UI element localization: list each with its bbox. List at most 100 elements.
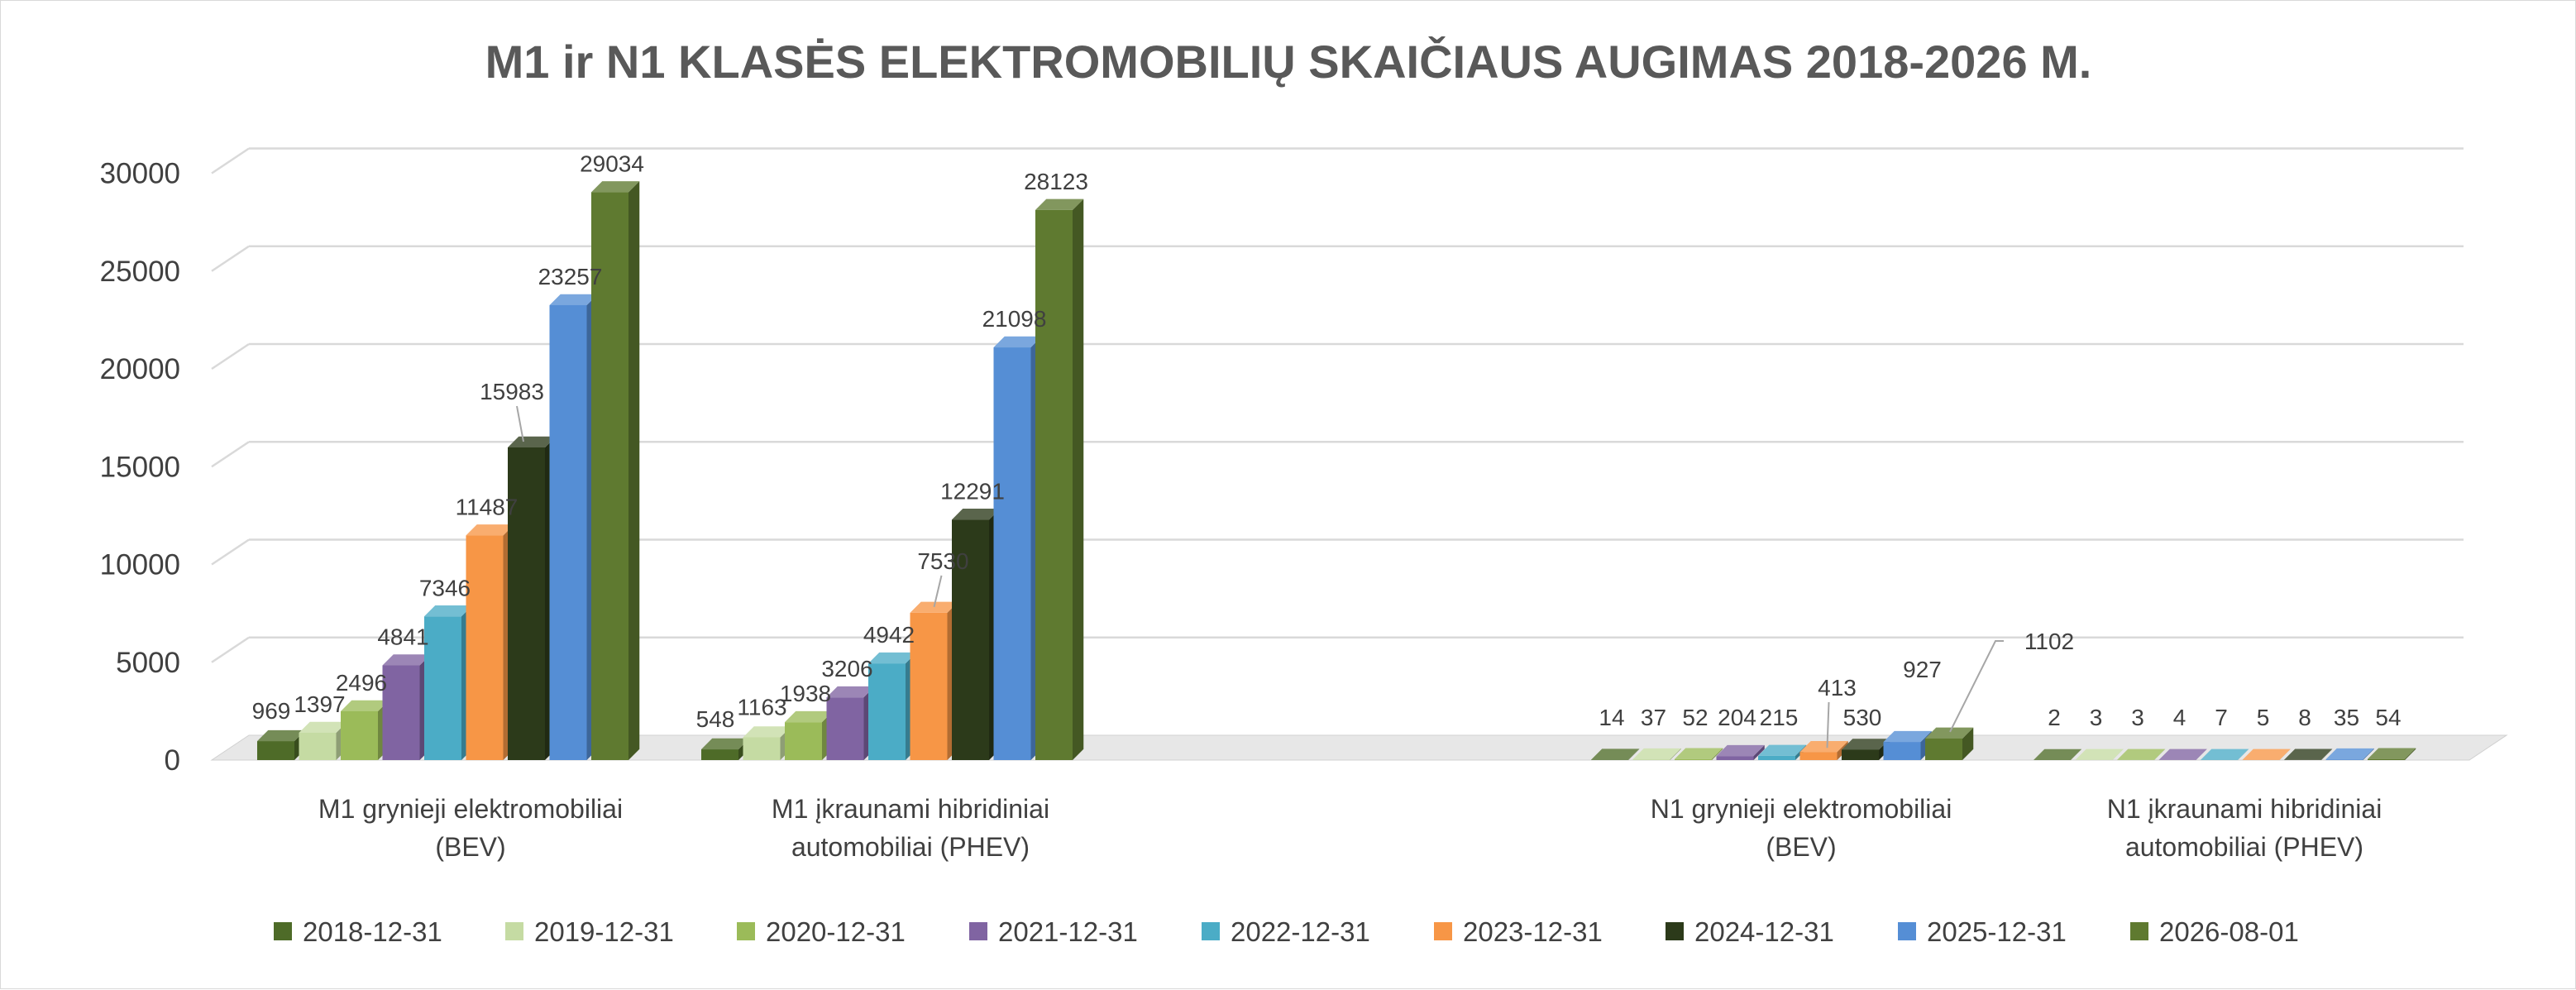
data-label: 8 [2298, 705, 2311, 730]
legend-item: 2021-12-31 [969, 916, 1138, 947]
data-label: 7 [2215, 705, 2228, 730]
chart-title: M1 ir N1 KLASĖS ELEKTROMOBILIŲ SKAIČIAUS… [485, 36, 2092, 88]
data-label: 35 [2334, 705, 2359, 730]
bar [550, 305, 587, 760]
data-label: 4942 [863, 622, 915, 648]
bar [1800, 752, 1838, 760]
bar [2368, 759, 2405, 760]
bar [424, 616, 461, 760]
data-label: 413 [1818, 675, 1857, 701]
data-label: 969 [252, 698, 291, 724]
data-label: 927 [1903, 657, 1942, 682]
bar-side [1073, 199, 1083, 760]
bar [1717, 756, 1754, 760]
bar [1925, 739, 1962, 760]
bar [994, 347, 1031, 760]
bar [1675, 759, 1712, 760]
x-category-label-line: automobiliai (PHEV) [2125, 832, 2363, 862]
legend-swatch [1202, 922, 1220, 940]
y-tick-label: 20000 [100, 353, 180, 385]
data-label: 52 [1682, 705, 1708, 730]
legend-item: 2020-12-31 [737, 916, 906, 947]
x-category-label-line: (BEV) [1766, 832, 1836, 862]
y-tick-label: 5000 [116, 647, 180, 679]
bar [827, 697, 864, 760]
legend-label: 2021-12-31 [998, 916, 1138, 947]
bar [1633, 759, 1670, 760]
data-label: 54 [2375, 705, 2401, 730]
legend-swatch [1434, 922, 1452, 940]
bar [910, 613, 948, 760]
x-category-label-line: M1 grynieji elektromobiliai [318, 794, 623, 824]
legend-label: 2020-12-31 [766, 916, 906, 947]
legend-label: 2026-08-01 [2159, 916, 2299, 947]
data-label: 548 [696, 706, 735, 732]
data-label: 7530 [917, 548, 968, 574]
x-category-label: N1 grynieji elektromobiliai (BEV) [1651, 794, 1952, 862]
x-category-label-line: N1 grynieji elektromobiliai [1651, 794, 1952, 824]
legend-swatch [1666, 922, 1684, 940]
x-category-label: M1 grynieji elektromobiliai (BEV) [318, 794, 623, 862]
data-label: 12291 [940, 478, 1005, 504]
legend-item: 2025-12-31 [1898, 916, 2067, 947]
data-label: 21098 [982, 306, 1047, 332]
data-label: 28123 [1024, 169, 1088, 194]
data-label: 1938 [780, 681, 831, 706]
data-label: 4 [2173, 705, 2186, 730]
data-label: 29034 [580, 151, 644, 176]
legend-item: 2019-12-31 [505, 916, 674, 947]
y-tick-label: 0 [165, 744, 180, 777]
legend-item: 2018-12-31 [274, 916, 442, 947]
y-tick-label: 15000 [100, 451, 180, 483]
legend-item: 2026-08-01 [2130, 916, 2299, 947]
bar-side [628, 181, 639, 760]
bar [701, 749, 738, 760]
gridline-depth [212, 540, 249, 565]
data-label: 1102 [2024, 629, 2074, 654]
bar [341, 711, 378, 760]
legend-label: 2024-12-31 [1694, 916, 1834, 947]
bar [257, 741, 294, 760]
legend-swatch [737, 922, 755, 940]
x-category-label: N1 įkraunami hibridiniai automobiliai (PH… [2107, 794, 2382, 862]
legend-swatch [2130, 922, 2148, 940]
legend-label: 2025-12-31 [1927, 916, 2067, 947]
data-label: 7346 [419, 575, 471, 600]
bar [868, 663, 906, 760]
legend-label: 2018-12-31 [303, 916, 442, 947]
data-label: 530 [1843, 705, 1882, 730]
data-label: 37 [1641, 705, 1666, 730]
data-label-leader [517, 406, 523, 442]
data-label: 3 [2131, 705, 2144, 730]
x-category-label-line: M1 įkraunami hibridiniai [772, 794, 1049, 824]
legend-label: 2019-12-31 [534, 916, 674, 947]
gridline-depth [212, 246, 249, 271]
x-category-label-line: N1 įkraunami hibridiniai [2107, 794, 2382, 824]
legend-label: 2023-12-31 [1463, 916, 1603, 947]
data-label: 2 [2048, 705, 2061, 730]
y-tick-label: 30000 [100, 158, 180, 190]
legend-item: 2024-12-31 [1666, 916, 1834, 947]
data-label: 4841 [377, 624, 428, 650]
data-label: 2496 [336, 670, 387, 696]
legend-item: 2022-12-31 [1202, 916, 1370, 947]
data-label: 5 [2257, 705, 2270, 730]
bar [1842, 749, 1879, 760]
gridline-depth [212, 638, 249, 662]
x-axis: M1 grynieji elektromobiliai (BEV) M1 įkrau… [318, 794, 2382, 862]
data-label: 3 [2090, 705, 2103, 730]
data-label: 11487 [456, 494, 519, 519]
bar [1884, 742, 1921, 760]
data-label: 204 [1718, 705, 1756, 730]
data-label: 15983 [480, 379, 544, 404]
x-category-label-line: (BEV) [435, 832, 505, 862]
legend-swatch [969, 922, 987, 940]
gridline-depth [212, 149, 249, 174]
gridline-depth [212, 442, 249, 466]
legend-item: 2023-12-31 [1434, 916, 1603, 947]
bar [466, 535, 504, 760]
bar [1758, 756, 1795, 760]
